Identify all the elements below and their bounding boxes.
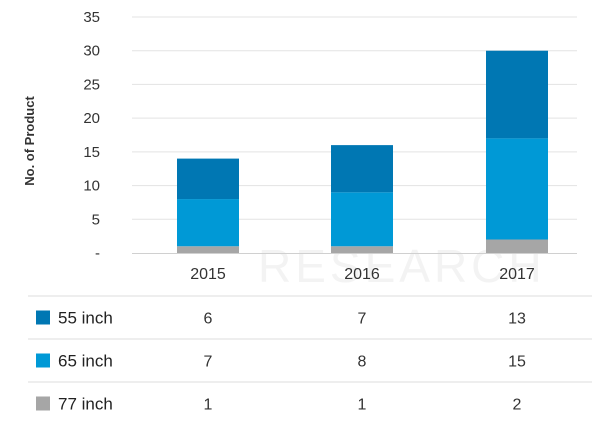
data-table: 55 inch 6 7 13 65 inch 7 8 15 77 inch 1 1 2 bbox=[28, 295, 592, 414]
table-cell: 2 bbox=[513, 397, 522, 414]
bar-55-inch-2015 bbox=[177, 158, 239, 200]
table-cell: 7 bbox=[358, 311, 367, 328]
table-cell: 7 bbox=[204, 354, 213, 371]
table-cell: 1 bbox=[204, 397, 213, 414]
bar-55-inch-2017 bbox=[486, 50, 548, 139]
y-tick-label: - bbox=[95, 245, 100, 262]
bar-77-inch-2015 bbox=[177, 246, 239, 253]
legend-swatch bbox=[36, 310, 50, 325]
y-axis-label: No. of Product bbox=[22, 96, 37, 186]
bar-77-inch-2016 bbox=[331, 246, 393, 253]
x-category-label: 2017 bbox=[499, 266, 535, 283]
table-cell: 15 bbox=[508, 354, 526, 371]
table-row-label: 65 inch bbox=[58, 352, 113, 371]
bar-77-inch-2017 bbox=[486, 239, 548, 253]
x-category-label: 2015 bbox=[190, 266, 226, 283]
legend-swatch bbox=[36, 353, 50, 368]
y-tick-label: 5 bbox=[92, 211, 100, 228]
table-row-label: 77 inch bbox=[58, 395, 113, 414]
bar-65-inch-2015 bbox=[177, 199, 239, 247]
y-tick-label: 35 bbox=[83, 9, 100, 26]
bars bbox=[177, 50, 548, 253]
y-tick-label: 20 bbox=[83, 110, 100, 127]
table-cell: 13 bbox=[508, 311, 526, 328]
y-tick-label: 15 bbox=[83, 144, 100, 161]
bar-65-inch-2016 bbox=[331, 192, 393, 247]
table-cell: 8 bbox=[358, 354, 367, 371]
y-axis-ticks: - 5 10 15 20 25 30 35 bbox=[83, 9, 100, 262]
table-row-label: 55 inch bbox=[58, 309, 113, 328]
x-axis-categories: 2015 2016 2017 bbox=[190, 266, 535, 283]
x-category-label: 2016 bbox=[344, 266, 380, 283]
bar-65-inch-2017 bbox=[486, 138, 548, 240]
y-tick-label: 25 bbox=[83, 76, 100, 93]
bar-55-inch-2016 bbox=[331, 145, 393, 193]
legend-swatch bbox=[36, 396, 50, 411]
y-tick-label: 30 bbox=[83, 43, 100, 60]
table-cell: 1 bbox=[358, 397, 367, 414]
table-cell: 6 bbox=[204, 311, 213, 328]
y-tick-label: 10 bbox=[83, 178, 100, 195]
